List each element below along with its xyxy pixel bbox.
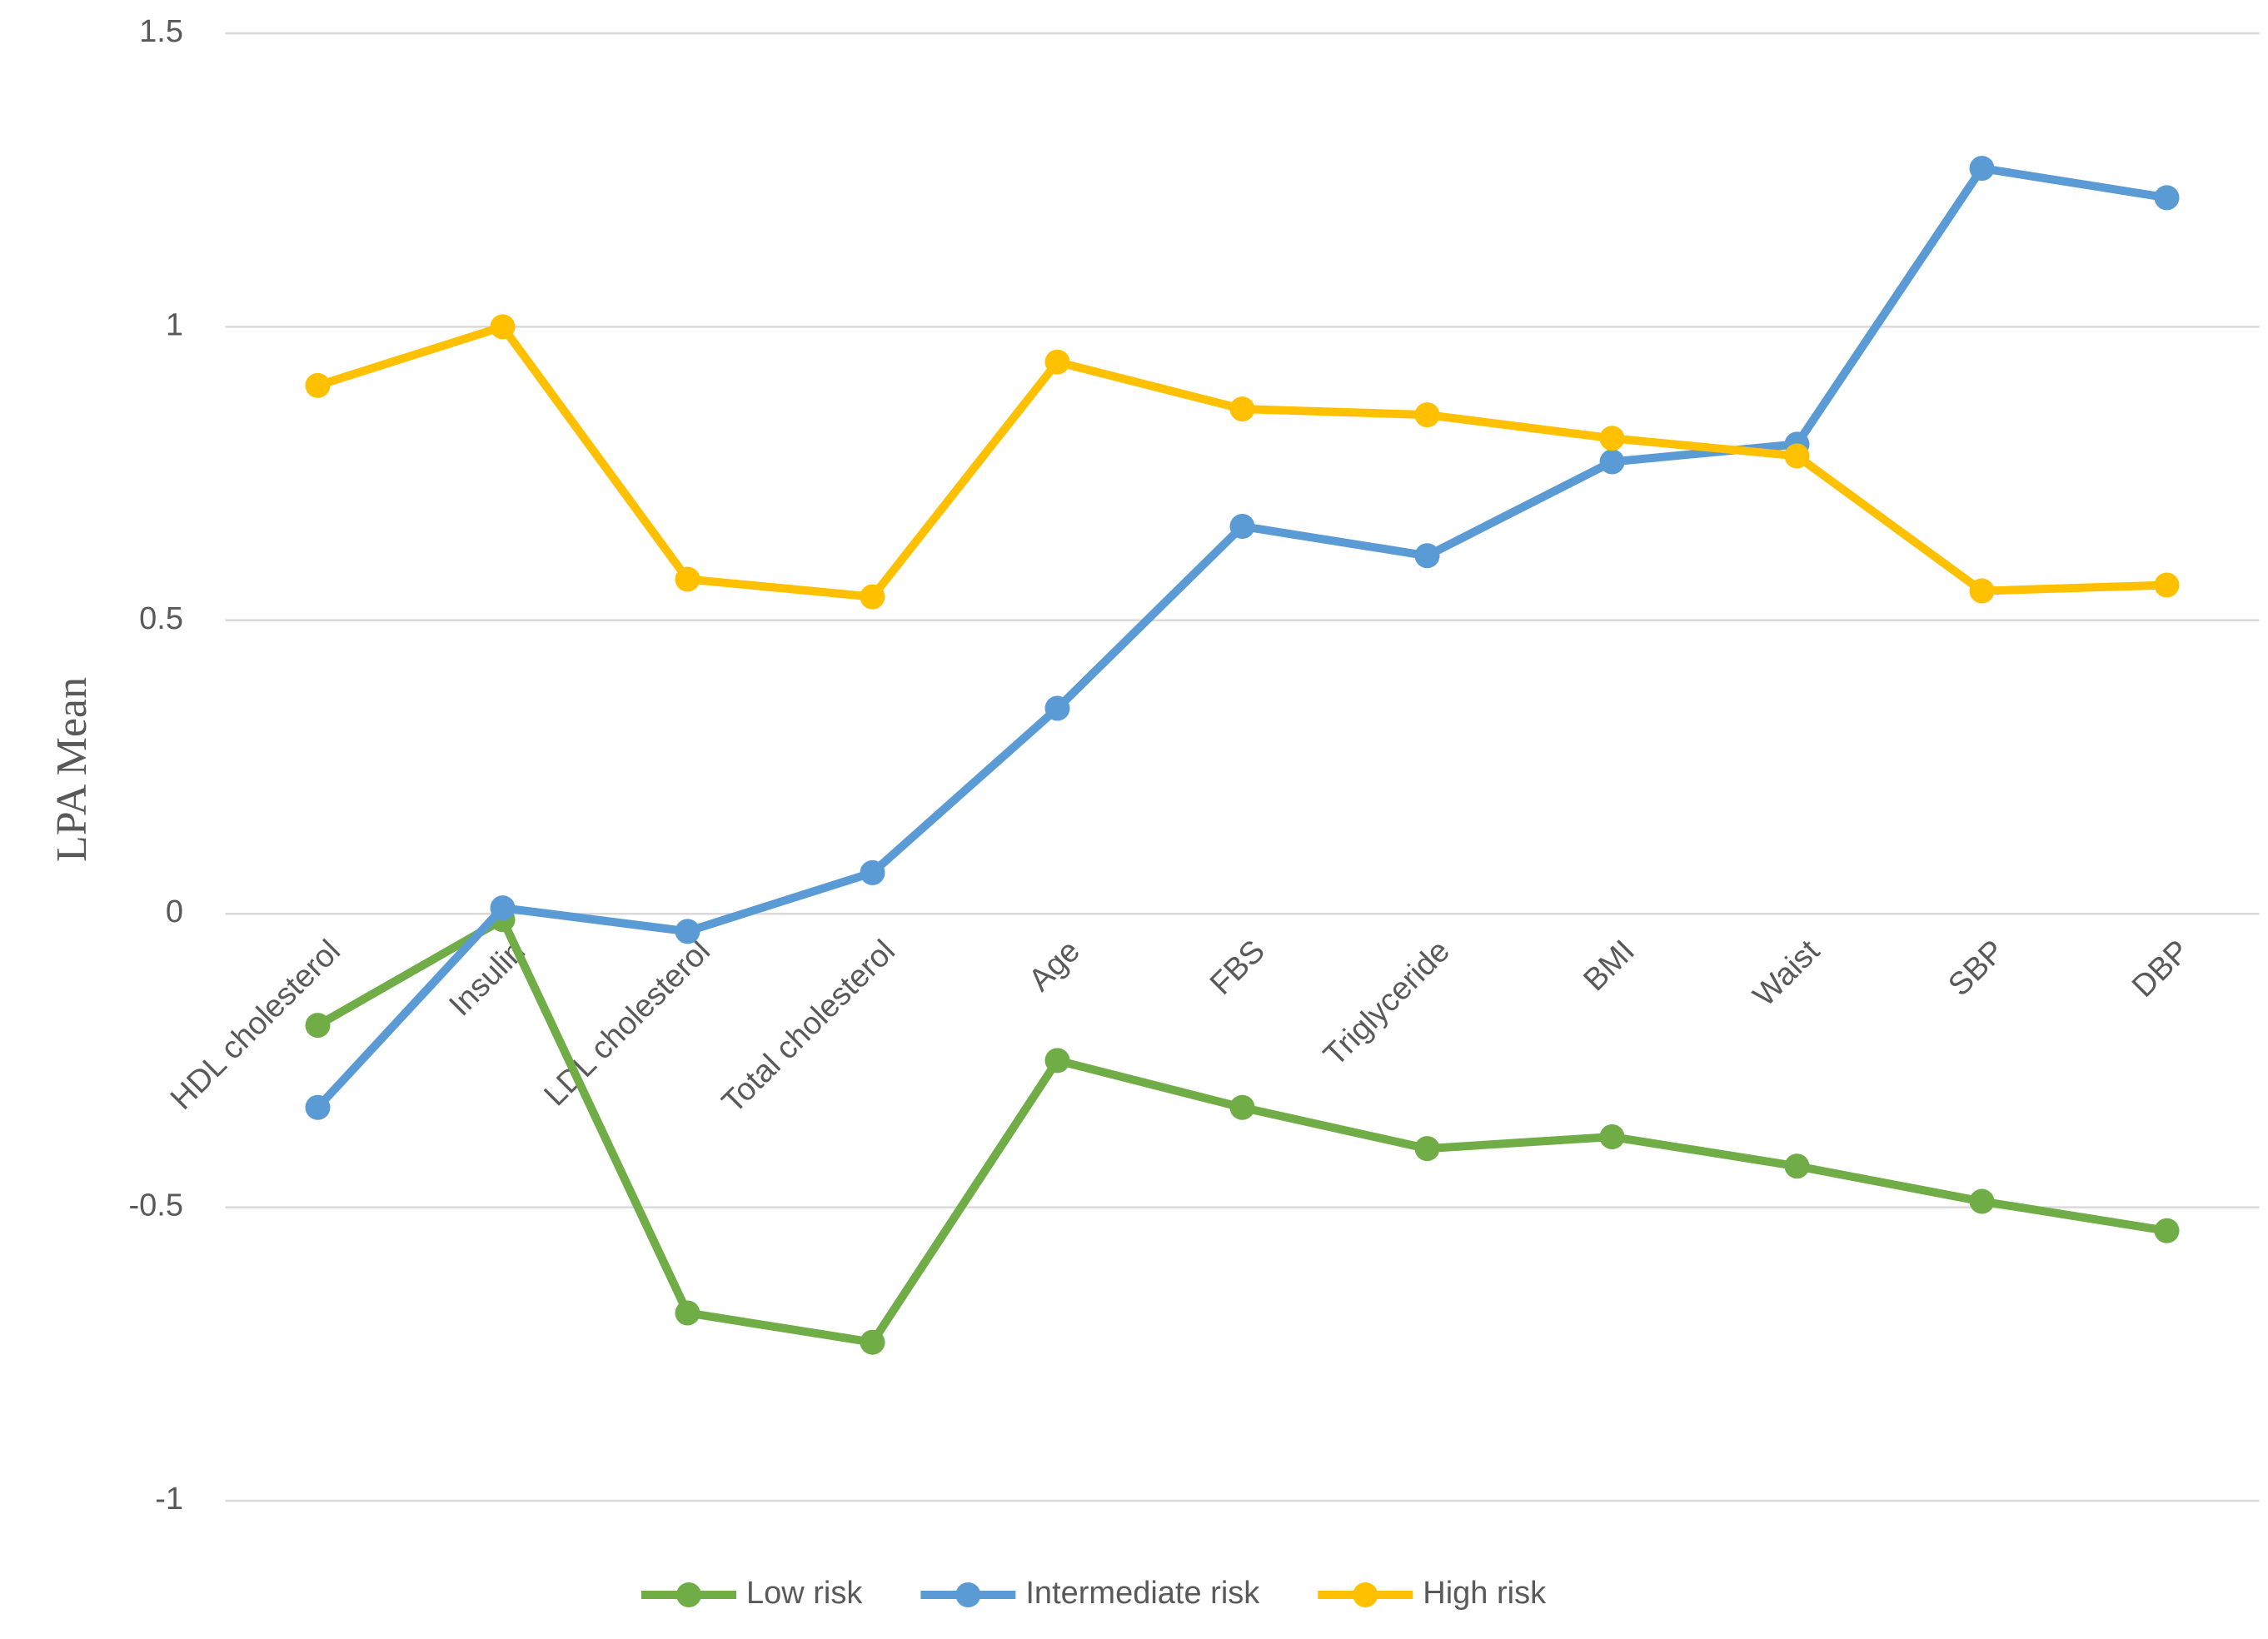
point	[675, 1300, 700, 1326]
point	[305, 372, 331, 398]
point	[1229, 514, 1255, 540]
point	[2154, 185, 2180, 211]
point	[1969, 1188, 1995, 1214]
point	[305, 1094, 331, 1120]
x-tick-label: LDL cholesterol	[538, 934, 717, 1113]
x-tick-label: SBP	[1942, 934, 2011, 1003]
legend-marker	[1353, 1582, 1378, 1607]
point	[1784, 443, 1810, 469]
y-tick-label: 0	[166, 894, 183, 929]
legend-label: Intermediate risk	[1025, 1576, 1260, 1611]
point	[1784, 1153, 1810, 1179]
x-tick-label: Triglyceride	[1317, 934, 1457, 1074]
x-tick-label: BMI	[1577, 934, 1641, 998]
legend-marker	[676, 1582, 701, 1607]
legend-marker	[955, 1582, 981, 1607]
point	[675, 919, 700, 944]
legend-label: Low risk	[746, 1576, 863, 1611]
y-tick-label: -0.5	[129, 1188, 183, 1223]
point	[1414, 543, 1440, 569]
y-tick-label: 1.5	[139, 14, 183, 49]
point	[1599, 426, 1625, 451]
series-line	[316, 322, 2167, 601]
point	[1599, 449, 1625, 475]
x-tick-label: Waist	[1747, 934, 1827, 1014]
point	[305, 1013, 331, 1039]
point	[1599, 1124, 1625, 1150]
point	[1044, 695, 1070, 721]
point	[1044, 1048, 1070, 1074]
point	[860, 1329, 885, 1355]
point	[1414, 1136, 1440, 1162]
point	[860, 859, 885, 885]
x-tick-label: FBS	[1204, 934, 1272, 1002]
point	[1229, 1094, 1255, 1120]
point	[2154, 1218, 2180, 1243]
y-axis-label: LPA Mean	[48, 677, 96, 862]
point	[490, 895, 516, 921]
point	[1969, 156, 1995, 182]
point	[1229, 396, 1255, 422]
y-tick-label: -1	[155, 1482, 183, 1517]
point	[1414, 402, 1440, 428]
x-tick-label: Age	[1022, 934, 1087, 999]
y-tick-label: 1	[166, 307, 183, 342]
x-tick-label: Total cholesterol	[715, 934, 902, 1120]
point	[490, 314, 516, 340]
x-tick-label: DBP	[2126, 934, 2196, 1004]
point	[860, 584, 885, 610]
legend-label: High risk	[1423, 1576, 1547, 1611]
point	[1969, 578, 1995, 604]
y-tick-label: 0.5	[139, 601, 183, 636]
point	[675, 566, 700, 592]
point	[2154, 572, 2180, 598]
point	[1044, 349, 1070, 375]
